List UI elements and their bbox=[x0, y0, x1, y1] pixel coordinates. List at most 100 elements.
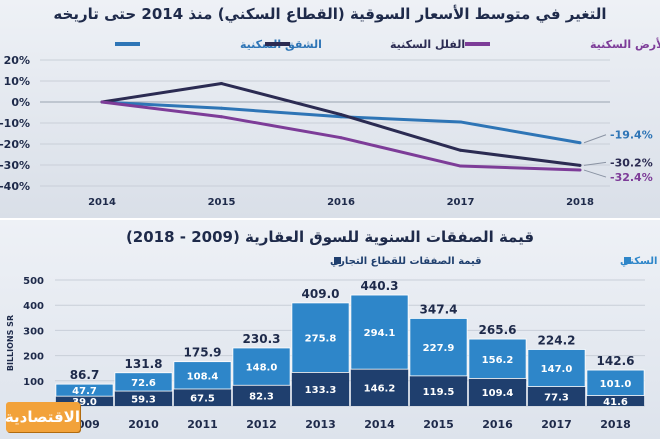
legend-label: قيمة الصفقات للقطاع التجاري bbox=[330, 256, 482, 267]
data-point bbox=[459, 120, 462, 124]
data-point bbox=[578, 141, 582, 145]
data-point bbox=[578, 168, 582, 172]
bar-commercial bbox=[350, 369, 409, 406]
bar-total-label: 230.3 bbox=[243, 332, 281, 346]
bar-value-label: 47.7 bbox=[72, 386, 97, 397]
data-point bbox=[100, 100, 104, 104]
end-label: -19.4% bbox=[610, 129, 653, 142]
y-tick-label: 500 bbox=[23, 276, 44, 287]
data-point bbox=[459, 148, 462, 152]
x-tick-label: 2014 bbox=[364, 418, 395, 431]
x-tick-label: 2014 bbox=[88, 197, 116, 208]
bar-value-label: 227.9 bbox=[423, 343, 455, 354]
y-tick-label: 400 bbox=[23, 301, 44, 312]
bar-total-label: 131.8 bbox=[125, 357, 163, 371]
data-point bbox=[339, 136, 343, 140]
bar-residential bbox=[114, 372, 173, 392]
bar-total-label: 265.6 bbox=[479, 323, 517, 337]
x-tick-label: 2015 bbox=[208, 197, 236, 208]
bar-commercial bbox=[114, 391, 173, 406]
bar-commercial bbox=[409, 375, 468, 406]
bar-total-label: 142.6 bbox=[597, 354, 635, 368]
x-tick-label: 2013 bbox=[305, 418, 336, 431]
data-point bbox=[220, 82, 223, 86]
bar-residential bbox=[55, 383, 114, 397]
y-tick-label: 0% bbox=[11, 96, 30, 109]
bar-value-label: 77.3 bbox=[544, 392, 569, 403]
bar-commercial bbox=[173, 388, 232, 406]
y-tick-label: 20% bbox=[4, 54, 30, 67]
y-tick-label: -30% bbox=[0, 159, 30, 172]
bar-total-label: 175.9 bbox=[184, 346, 222, 360]
bar-value-label: 119.5 bbox=[423, 387, 455, 398]
line-chart: 20% 10% 0% -10% -20% -30% -40% 2014 2015 2016 2017… bbox=[0, 37, 660, 208]
bar-commercial bbox=[291, 372, 350, 406]
bar-value-label: 156.2 bbox=[482, 355, 514, 366]
end-label: -32.4% bbox=[610, 171, 653, 184]
x-tick-label: 2018 bbox=[600, 418, 631, 431]
bar-total-label: 224.2 bbox=[538, 333, 576, 347]
bar-chart-title: قيمة الصفقات السنوية للسوق العقارية (200… bbox=[125, 228, 535, 246]
legend-label: الفلل السكنية bbox=[390, 38, 465, 51]
y-tick-label: -10% bbox=[0, 117, 30, 130]
bar-residential bbox=[350, 294, 409, 370]
bar-value-label: 39.0 bbox=[72, 397, 97, 408]
bar-residential bbox=[173, 361, 232, 390]
bar-value-label: 101.0 bbox=[600, 379, 632, 390]
bar-value-label: 147.0 bbox=[541, 364, 573, 375]
y-tick-label: -20% bbox=[0, 138, 30, 151]
bar-value-label: 59.3 bbox=[131, 395, 156, 406]
bar-commercial bbox=[527, 386, 586, 406]
bar-residential bbox=[468, 338, 527, 379]
data-point bbox=[220, 106, 223, 110]
x-tick-label: 2011 bbox=[187, 418, 218, 431]
x-tick-label: 2015 bbox=[423, 418, 454, 431]
data-point bbox=[578, 163, 582, 167]
bar-commercial bbox=[586, 395, 645, 406]
y-axis-label: BILLIONS SR bbox=[6, 315, 15, 371]
x-tick-label: 2012 bbox=[246, 418, 277, 431]
bar-residential bbox=[409, 318, 468, 377]
end-label-leader bbox=[583, 161, 607, 166]
bar-total-label: 440.3 bbox=[361, 279, 399, 293]
end-label-leader bbox=[583, 169, 607, 178]
x-tick-label: 2017 bbox=[447, 197, 475, 208]
bar-value-label: 108.4 bbox=[187, 371, 219, 382]
legend-swatch bbox=[624, 257, 631, 264]
bar-value-label: 72.6 bbox=[131, 378, 156, 389]
bar-total-label: 86.7 bbox=[70, 368, 100, 382]
legend-label: قيمة الصفقات للقطاع السكني bbox=[620, 256, 660, 267]
bar-residential bbox=[586, 369, 645, 396]
bar-total-label: 409.0 bbox=[302, 287, 340, 301]
legend-label: المتر المربع للأرض السكنية bbox=[590, 37, 660, 51]
bar-value-label: 294.1 bbox=[364, 328, 396, 339]
bar-value-label: 275.8 bbox=[305, 334, 337, 345]
bar-commercial bbox=[232, 385, 291, 406]
y-tick-label: 200 bbox=[23, 352, 44, 363]
newspaper-logo: الاقتصادية bbox=[5, 402, 80, 432]
data-point bbox=[339, 113, 343, 117]
x-tick-label: 2016 bbox=[482, 418, 513, 431]
x-tick-label: 2016 bbox=[327, 197, 355, 208]
line-chart-panel bbox=[0, 0, 660, 218]
legend-swatch bbox=[334, 257, 341, 264]
y-tick-label: 100 bbox=[23, 377, 44, 388]
bar-residential bbox=[291, 302, 350, 373]
bar-value-label: 41.6 bbox=[603, 397, 628, 408]
bar-value-label: 109.4 bbox=[482, 388, 514, 399]
y-tick-label: 300 bbox=[23, 326, 44, 337]
bar-value-label: 148.0 bbox=[246, 363, 278, 374]
bar-residential bbox=[527, 349, 586, 387]
data-point bbox=[220, 115, 223, 119]
bar-commercial bbox=[55, 396, 114, 406]
x-tick-label: 2017 bbox=[541, 418, 572, 431]
end-label-leader bbox=[583, 134, 607, 144]
bar-residential bbox=[232, 347, 291, 386]
y-tick-label: -40% bbox=[0, 180, 30, 193]
end-label: -30.2% bbox=[610, 156, 653, 169]
x-tick-label: 2018 bbox=[566, 197, 594, 208]
bar-commercial bbox=[468, 378, 527, 406]
y-tick-label: 10% bbox=[4, 75, 30, 88]
bar-value-label: 146.2 bbox=[364, 384, 396, 395]
